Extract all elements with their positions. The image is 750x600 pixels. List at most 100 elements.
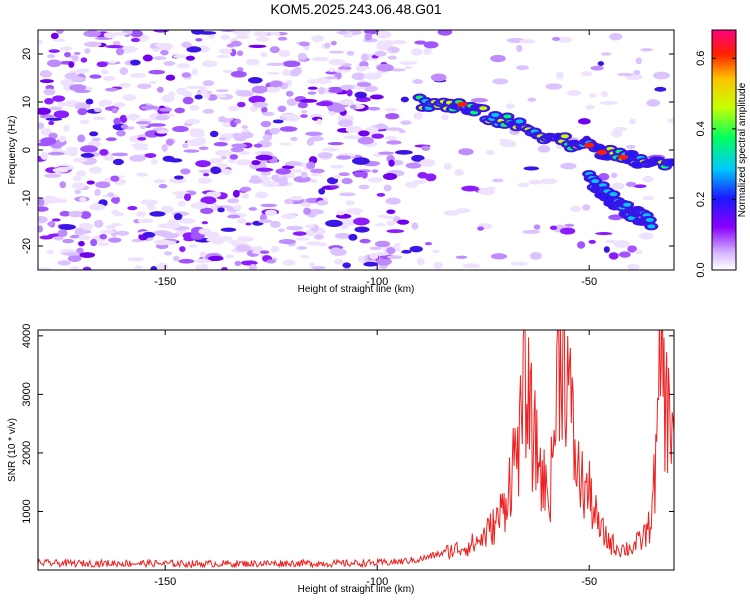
spectrogram-cell xyxy=(570,205,582,213)
spectrogram-cell xyxy=(253,143,263,148)
spectrogram-cell xyxy=(225,254,235,259)
spectrogram-cell xyxy=(183,193,192,201)
spectrogram-cell xyxy=(57,101,66,107)
spectrogram-cell xyxy=(149,211,166,217)
spectrogram-cell xyxy=(53,110,70,119)
spectrogram-cell xyxy=(364,32,373,41)
spectrogram-x-ticks: -150 -100 -50 xyxy=(154,30,597,288)
spectrogram-trail-core xyxy=(627,151,636,156)
spectrogram-cell xyxy=(610,172,618,179)
spectrogram-cell xyxy=(174,175,184,180)
spectrogram-cell xyxy=(376,192,386,197)
spectrogram-cell xyxy=(357,136,375,145)
spectrogram-cell xyxy=(317,152,333,159)
spectrogram-cell xyxy=(89,74,102,79)
spectrogram-cell xyxy=(168,219,179,224)
spectrogram-cell xyxy=(78,235,91,241)
spectrogram-cell xyxy=(361,170,368,179)
spectrogram-cell xyxy=(300,255,310,259)
spectrogram-cell xyxy=(346,50,355,56)
spectrogram-cell xyxy=(336,210,345,216)
spectrogram-cell xyxy=(523,166,540,171)
spectrogram-cell xyxy=(195,258,210,264)
spectrogram-cell xyxy=(343,33,354,38)
spectrogram-cell xyxy=(248,178,263,184)
spectrogram-cell xyxy=(136,172,148,177)
spectrogram-cell xyxy=(251,160,261,166)
spectrogram-cell xyxy=(262,111,275,116)
spectrogram-cell xyxy=(68,210,83,218)
spectrogram-cell xyxy=(310,178,318,184)
spectrogram-cell xyxy=(249,106,259,112)
spectrogram-cell xyxy=(200,196,217,205)
spectrogram-cell xyxy=(120,124,128,129)
spectrogram-cell xyxy=(296,246,308,250)
spectrogram-cell xyxy=(137,218,154,224)
spectrogram-trail-core xyxy=(515,119,524,124)
spectrogram-cell xyxy=(376,63,394,72)
spectrogram-cell xyxy=(646,99,661,107)
spectrogram-cell xyxy=(300,98,318,103)
spectrogram-cell xyxy=(522,229,541,234)
spectrogram-cell xyxy=(197,177,213,185)
spectrogram-cell xyxy=(63,124,70,132)
spectrogram-cell xyxy=(382,215,395,219)
spectrogram-cell xyxy=(237,218,246,224)
spectrogram-cell xyxy=(198,228,212,235)
spectrogram-cell xyxy=(340,84,355,91)
spectrogram-cell xyxy=(234,118,242,124)
spectrogram-cell xyxy=(386,229,405,234)
spectrogram-cell xyxy=(282,60,301,68)
spectrogram-cell xyxy=(236,50,244,57)
spectrogram-cell xyxy=(255,36,270,42)
spectrogram-cell xyxy=(228,105,240,112)
spectrogram-cell xyxy=(324,42,331,49)
spectrogram-cell xyxy=(218,48,233,54)
spectrogram-cell xyxy=(86,180,95,185)
spectrogram-cell xyxy=(140,105,159,110)
spectrogram-cell xyxy=(200,266,208,270)
spectrogram-cell xyxy=(173,255,180,262)
spectrogram-cell xyxy=(608,252,619,260)
spectrogram-cell xyxy=(176,87,188,95)
spectrogram-cell xyxy=(77,134,86,143)
spectrogram-cell xyxy=(38,39,43,45)
spectrogram-cell xyxy=(343,135,360,140)
spectrogram-cell xyxy=(423,47,432,55)
spectrogram-cell xyxy=(47,151,65,156)
spectrogram-cell xyxy=(293,175,312,183)
snr-y-tick-label: 2000 xyxy=(21,441,33,465)
spectrogram-cell xyxy=(337,119,354,128)
spectrogram-cell xyxy=(164,231,173,238)
spectrogram-cell xyxy=(130,30,143,38)
spectrogram-cell xyxy=(142,231,156,238)
spectrogram-cell xyxy=(185,85,203,89)
spectrogram-cell xyxy=(161,94,175,103)
spectrogram-cell xyxy=(386,140,402,145)
spectrogram-cell xyxy=(218,116,226,121)
spectrogram-cell xyxy=(200,207,214,215)
spectrogram-cell xyxy=(552,36,561,41)
spectrogram-cell xyxy=(295,237,310,241)
spectrogram-cell xyxy=(269,46,280,54)
spectrogram-cell xyxy=(549,225,558,230)
spectrogram-cell xyxy=(181,41,192,48)
spectrogram-cell xyxy=(209,158,223,164)
spectrogram-cell xyxy=(231,143,248,149)
spectrogram-cell xyxy=(374,240,391,248)
spectrogram-cell xyxy=(339,192,356,197)
spectrogram-cell xyxy=(430,73,447,82)
spectrogram-cell xyxy=(328,68,336,73)
spectrogram-cell xyxy=(255,191,269,199)
spectrogram-cell xyxy=(45,117,63,121)
spectrogram-cell xyxy=(461,185,479,192)
spectrogram-cell xyxy=(198,169,211,174)
spectrogram-cell xyxy=(157,223,176,229)
spectrogram-trail-core xyxy=(594,145,603,150)
spectrogram-trail-core xyxy=(666,160,674,165)
spectrogram-cell xyxy=(517,182,530,188)
spectrogram-cell xyxy=(358,184,370,190)
spectrogram-cell xyxy=(153,239,172,246)
snr-x-tick-label: -50 xyxy=(581,576,597,588)
spectrogram-cell xyxy=(443,210,461,216)
